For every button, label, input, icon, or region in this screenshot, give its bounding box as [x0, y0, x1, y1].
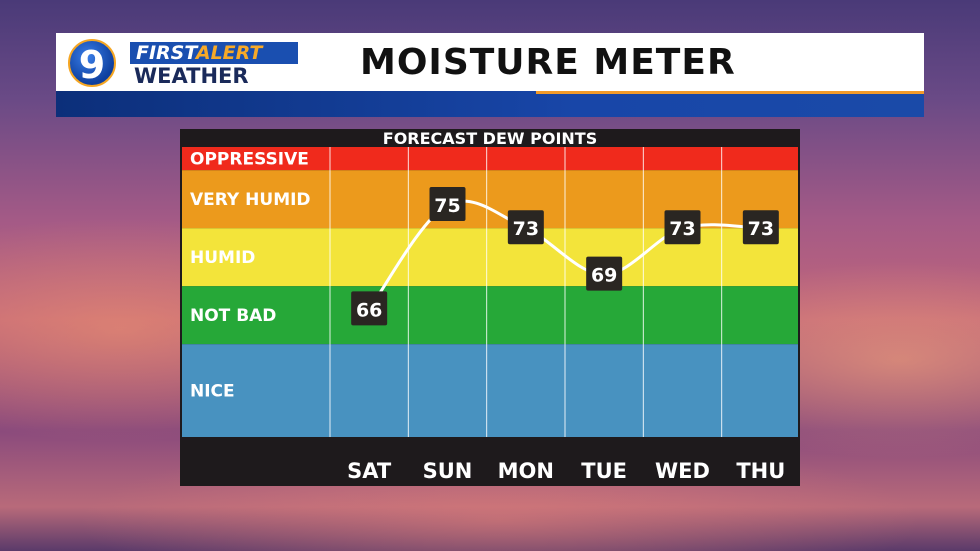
band-label: HUMID: [190, 248, 255, 268]
value-label-sat: 66: [356, 299, 382, 321]
page-title: MOISTURE METER: [360, 42, 736, 83]
band-nice: [182, 344, 798, 437]
chart-title: FORECAST DEW POINTS: [382, 129, 598, 148]
value-box: [507, 210, 544, 245]
dew-point-chart: OPPRESSIVE VERY HUMID HUMID NOT BAD NICE SAT S…: [182, 147, 798, 483]
band-not-bad: [182, 286, 798, 345]
value-box: [742, 210, 779, 245]
value-label-sun: 75: [434, 195, 460, 217]
value-box: [429, 187, 466, 221]
value-label-tue: 69: [591, 265, 617, 287]
value-label-wed: 73: [669, 218, 695, 240]
value-box: [351, 291, 388, 326]
day-label-sat: SAT: [347, 459, 392, 483]
banner-orange-stripe: [536, 91, 924, 94]
channel-9-logo: 9: [68, 39, 116, 87]
value-label-thu: 73: [748, 218, 774, 240]
day-label-mon: MON: [498, 459, 554, 483]
band-label: OPPRESSIVE: [190, 150, 309, 170]
value-box: [586, 256, 623, 291]
value-label-mon: 73: [513, 218, 539, 240]
day-label-sun: SUN: [423, 459, 473, 483]
logo-alert-text: ALERT: [195, 42, 263, 64]
logo-weather-text: WEATHER: [134, 64, 249, 88]
header-banner: 9 FIRSTALERT WEATHER MOISTURE METER: [56, 33, 924, 117]
first-alert-logo: FIRSTALERT: [130, 42, 298, 64]
band-label: VERY HUMID: [190, 190, 311, 210]
band-label: NICE: [190, 382, 235, 402]
day-label-tue: TUE: [581, 459, 627, 483]
banner-blue-bar: [56, 91, 924, 117]
chart-panel: OPPRESSIVE VERY HUMID HUMID NOT BAD NICE SAT S…: [180, 129, 800, 486]
band-humid: [182, 228, 798, 287]
day-label-thu: THU: [736, 459, 785, 483]
band-label: NOT BAD: [190, 306, 276, 326]
logo-first-text: FIRST: [136, 42, 196, 64]
day-label-wed: WED: [655, 459, 710, 483]
value-box: [664, 210, 701, 245]
band-oppressive: [182, 147, 798, 171]
